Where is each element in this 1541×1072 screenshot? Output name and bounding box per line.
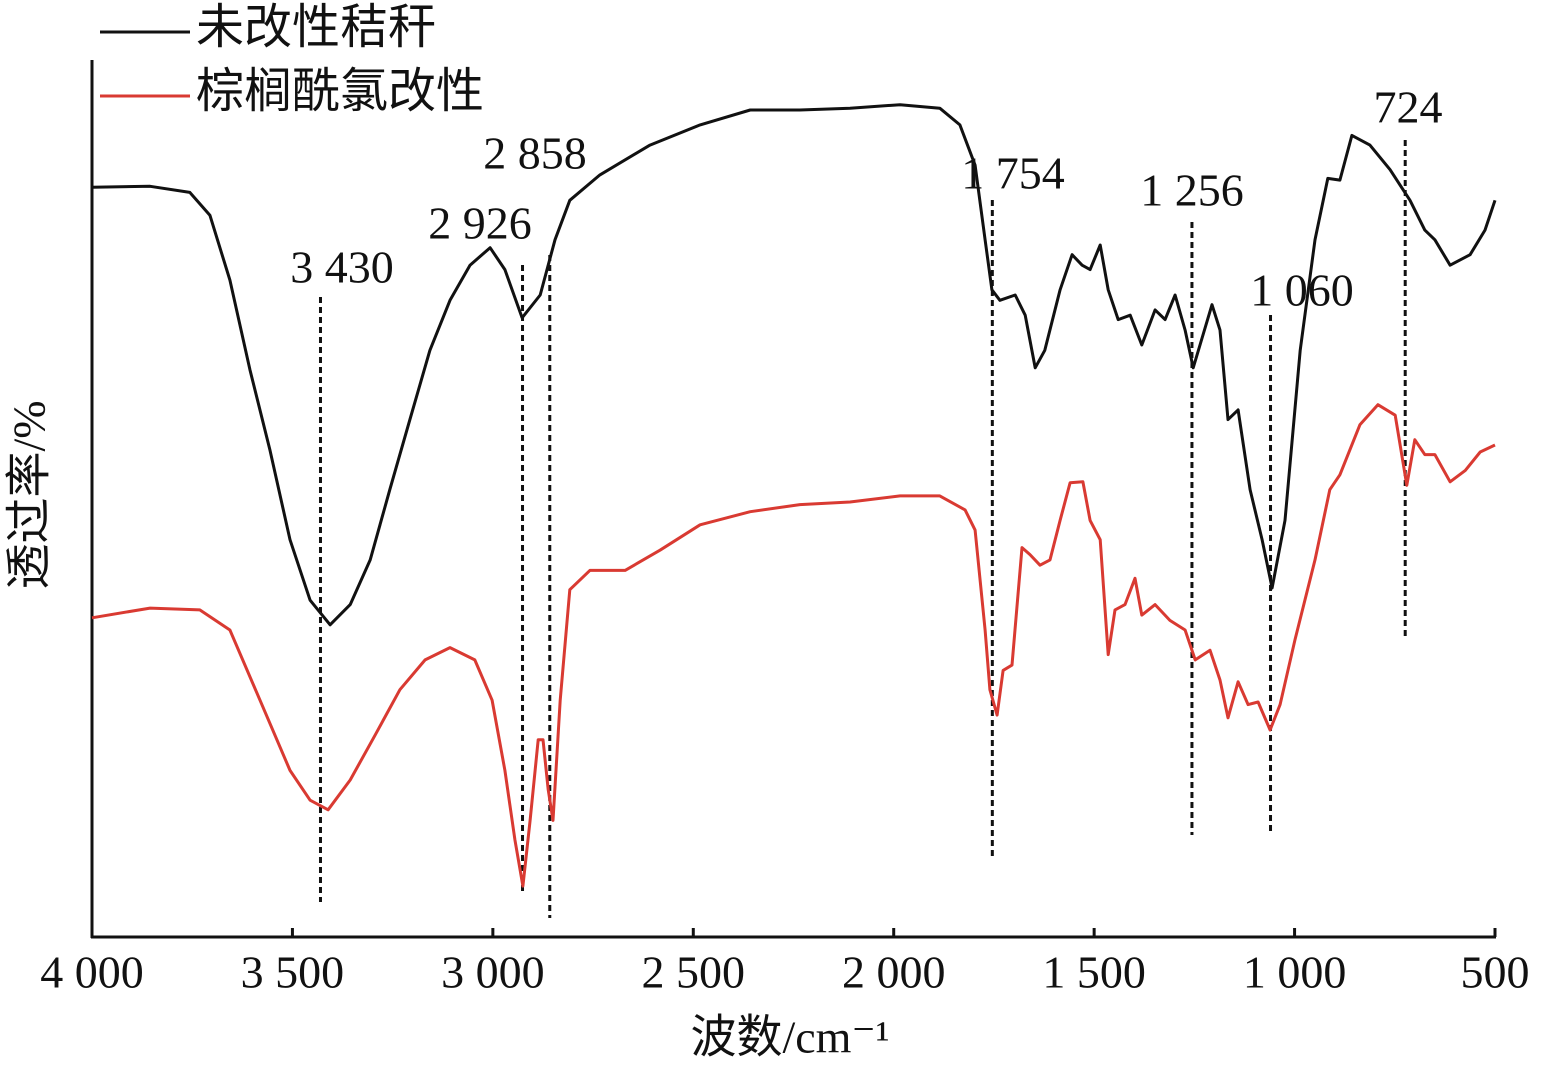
- y-axis-label: 透过率/%: [4, 400, 55, 589]
- x-tick-label: 2 500: [642, 947, 746, 998]
- peak-label: 724: [1374, 82, 1443, 133]
- peak-label: 3 430: [290, 242, 394, 293]
- x-tick-label: 500: [1461, 947, 1530, 998]
- legend-label: 棕榈酰氯改性: [196, 65, 484, 118]
- x-tick-label: 1 500: [1042, 947, 1146, 998]
- peak-label: 1 256: [1140, 165, 1244, 216]
- x-axis-label: 波数/cm⁻¹: [690, 1012, 889, 1063]
- x-tick-label: 2 000: [842, 947, 946, 998]
- peak-label: 2 926: [428, 198, 532, 249]
- series-line: [91, 103, 1497, 627]
- x-tick-label: 4 000: [40, 947, 144, 998]
- x-tick-label: 3 500: [241, 947, 345, 998]
- peak-label: 2 858: [483, 128, 587, 179]
- series-line: [91, 403, 1496, 888]
- x-tick-label: 1 000: [1243, 947, 1347, 998]
- legend-label: 未改性秸秆: [196, 1, 436, 54]
- peak-label: 1 060: [1250, 265, 1354, 316]
- x-tick-label: 3 000: [441, 947, 545, 998]
